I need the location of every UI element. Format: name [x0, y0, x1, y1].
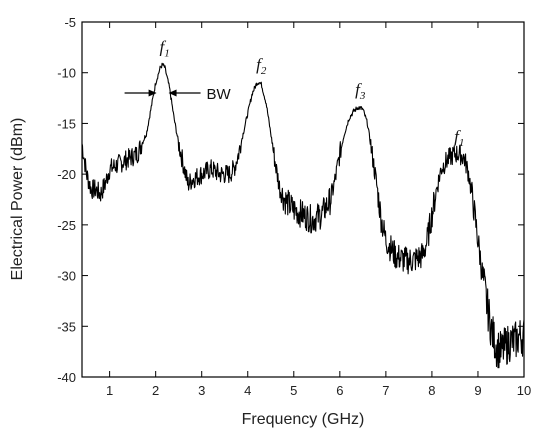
axis-ticks: 1 2 3 4 5 6 7 8 9 10 -5 -10 -15 -20 -25 -30 -35 -40	[57, 15, 531, 398]
x-tick-label: 3	[198, 383, 205, 398]
y-axis-label: Electrical Power (dBm)	[9, 118, 26, 281]
x-axis-label: Frequency (GHz)	[242, 411, 365, 428]
y-tick-label: -30	[57, 269, 76, 284]
x-tick-label: 6	[336, 383, 343, 398]
x-tick-label: 4	[244, 383, 251, 398]
y-tick-label: -40	[57, 370, 76, 385]
bw-label: BW	[207, 86, 232, 103]
peak-label: f2	[256, 55, 267, 77]
annotations: f1 f2 f3 f1 BW	[124, 38, 464, 149]
bw-arrowhead-left	[148, 89, 157, 97]
bw-arrowhead-right	[168, 89, 177, 97]
y-tick-label: -10	[57, 66, 76, 81]
x-tick-label: 10	[517, 383, 531, 398]
y-tick-label: -5	[64, 15, 76, 30]
peak-label: f1	[159, 38, 169, 60]
x-tick-label: 7	[382, 383, 389, 398]
y-tick-label: -25	[57, 218, 76, 233]
y-tick-label: -35	[57, 319, 76, 334]
x-tick-label: 5	[290, 383, 297, 398]
x-tick-label: 1	[106, 383, 113, 398]
peak-label: f3	[355, 80, 366, 102]
y-tick-label: -15	[57, 116, 76, 131]
plot-frame	[81, 21, 525, 378]
spectrum-trace	[81, 62, 525, 369]
peak-label: f1	[454, 127, 464, 149]
x-tick-label: 8	[428, 383, 435, 398]
x-tick-label: 9	[474, 383, 481, 398]
y-tick-label: -20	[57, 167, 76, 182]
series-group	[81, 62, 525, 369]
x-tick-label: 2	[152, 383, 159, 398]
